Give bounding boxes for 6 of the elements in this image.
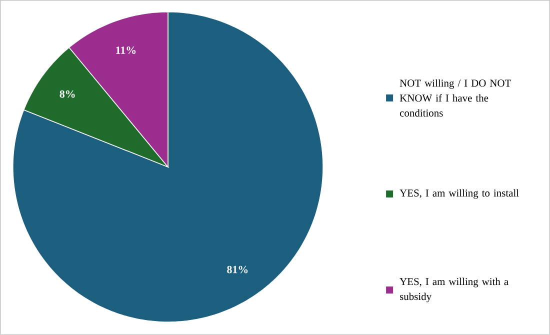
legend-label: YES, I am willing to install [400, 189, 519, 199]
legend-label: NOT willing / I DO NOT KNOW if I have the conditions [400, 79, 512, 117]
data-label: 11% [116, 46, 136, 54]
data-label: 8% [60, 90, 75, 98]
data-label: 81% [227, 266, 248, 274]
legend-label: YES, I am willing with a subsidy [400, 278, 508, 302]
